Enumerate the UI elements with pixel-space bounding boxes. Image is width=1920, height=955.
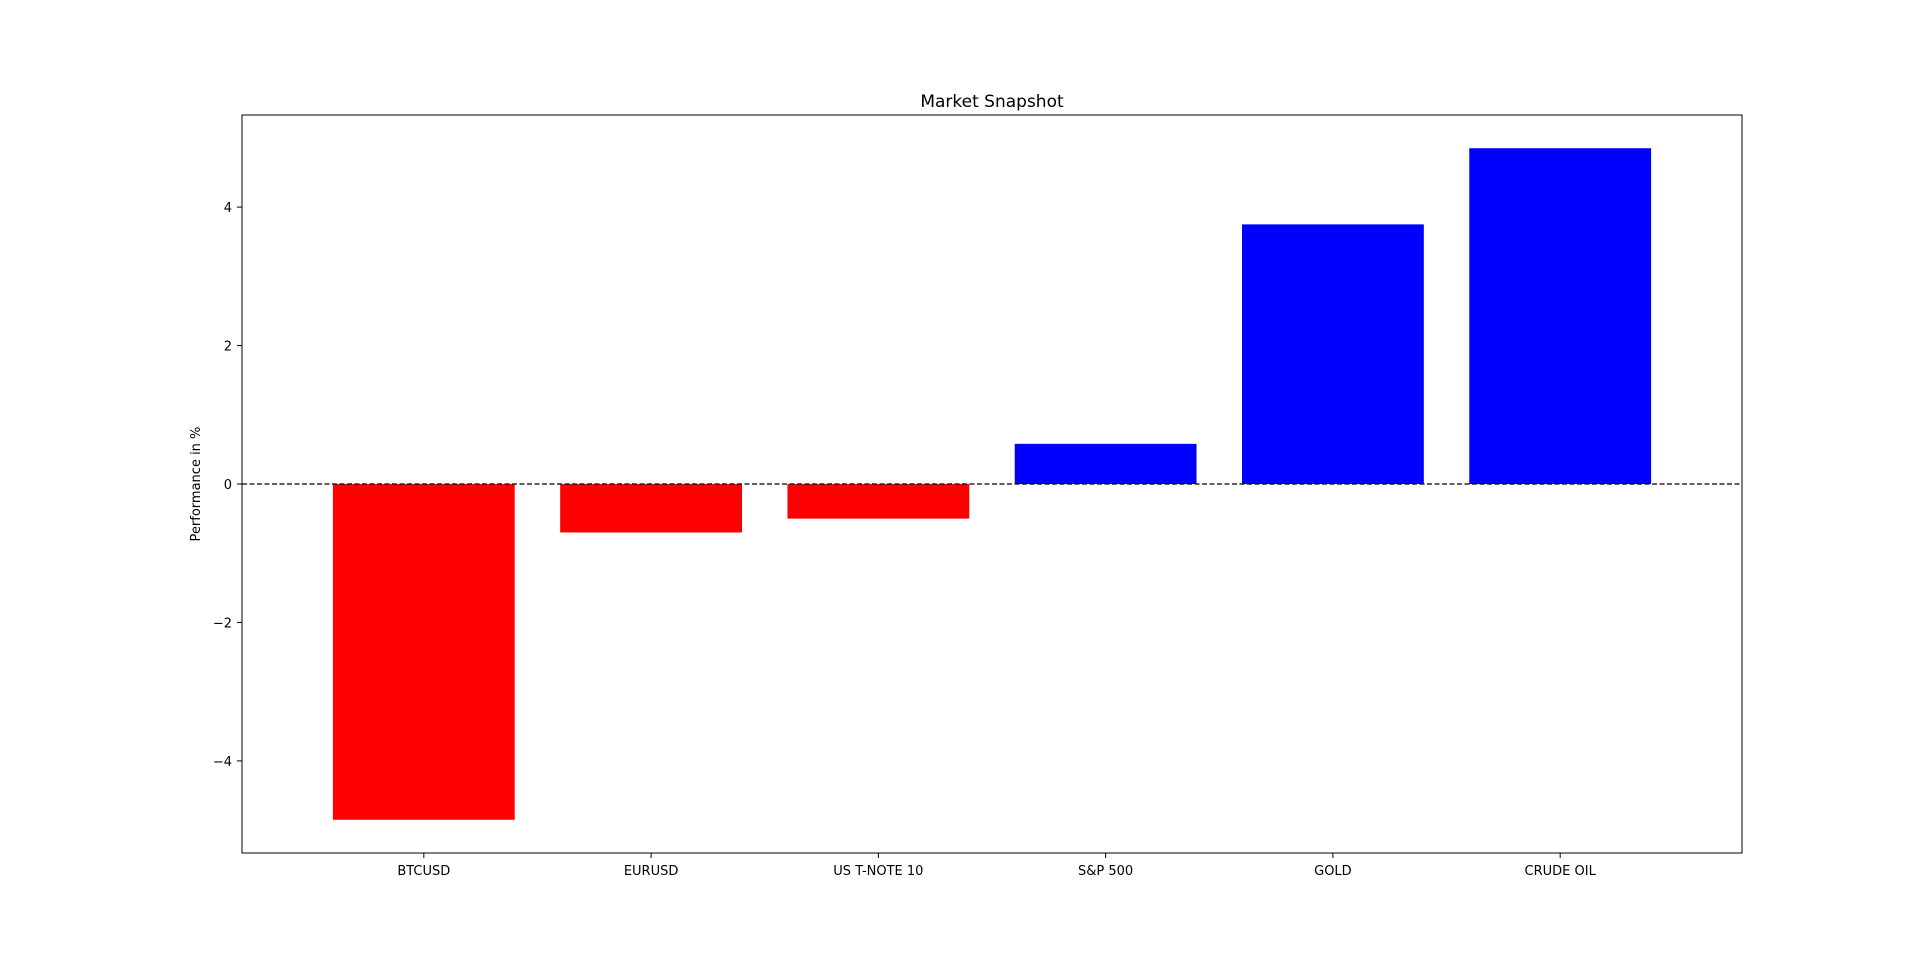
y-tick-label: 0 [224,478,232,493]
y-tick-label: 2 [224,340,232,355]
bar-us-t-note-10 [787,484,970,519]
x-tick-label: CRUDE OIL [1525,864,1597,879]
x-axis-ticks: BTCUSD EURUSD US T-NOTE 10 S&P 500 GOLD CRUDE… [397,853,1597,879]
bar-btcusd [332,484,515,820]
x-tick-label: EURUSD [624,864,679,879]
y-axis-ticks: −4 −2 0 2 4 [213,201,242,770]
bar-crude-oil [1469,148,1652,484]
bar-eurusd [560,484,742,533]
bar-gold [1242,224,1424,484]
chart-title: Market Snapshot [920,92,1064,112]
plot-frame [241,114,1743,854]
x-tick-label: S&P 500 [1078,864,1133,879]
y-tick-label: −2 [213,616,232,631]
y-axis-label: Performance in % [189,427,204,542]
x-tick-label: GOLD [1314,864,1352,879]
y-tick-label: −4 [213,755,232,770]
bars-group [332,148,1652,820]
x-tick-label: BTCUSD [397,864,450,879]
x-tick-label: US T-NOTE 10 [833,864,923,879]
bar-s-p-500 [1014,443,1197,484]
y-tick-label: 4 [224,201,232,216]
